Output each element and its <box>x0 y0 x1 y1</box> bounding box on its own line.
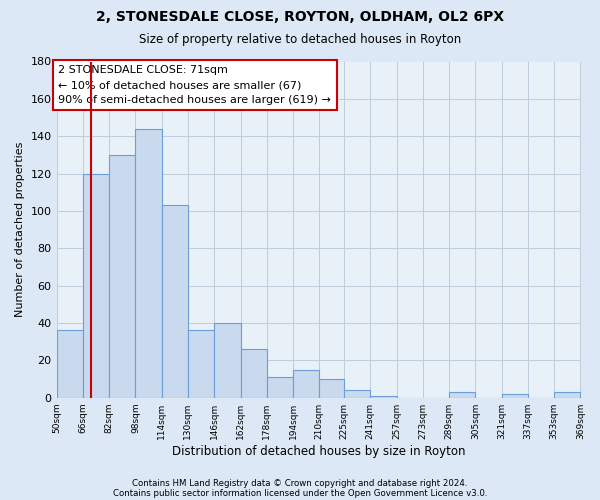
Text: Contains HM Land Registry data © Crown copyright and database right 2024.: Contains HM Land Registry data © Crown c… <box>132 478 468 488</box>
Text: Size of property relative to detached houses in Royton: Size of property relative to detached ho… <box>139 32 461 46</box>
Bar <box>502 394 528 398</box>
Bar <box>449 392 475 398</box>
Bar <box>83 174 109 398</box>
Bar <box>267 377 293 398</box>
Text: 2, STONESDALE CLOSE, ROYTON, OLDHAM, OL2 6PX: 2, STONESDALE CLOSE, ROYTON, OLDHAM, OL2… <box>96 10 504 24</box>
Bar <box>319 379 344 398</box>
Bar <box>370 396 397 398</box>
Bar <box>344 390 370 398</box>
Bar <box>109 155 136 398</box>
X-axis label: Distribution of detached houses by size in Royton: Distribution of detached houses by size … <box>172 444 465 458</box>
Bar <box>56 330 83 398</box>
Bar <box>188 330 214 398</box>
Bar <box>293 370 319 398</box>
Bar <box>214 323 241 398</box>
Bar <box>136 128 161 398</box>
Text: 2 STONESDALE CLOSE: 71sqm
← 10% of detached houses are smaller (67)
90% of semi-: 2 STONESDALE CLOSE: 71sqm ← 10% of detac… <box>58 65 331 105</box>
Bar <box>554 392 580 398</box>
Text: Contains public sector information licensed under the Open Government Licence v3: Contains public sector information licen… <box>113 488 487 498</box>
Bar <box>241 349 267 398</box>
Bar <box>161 206 188 398</box>
Y-axis label: Number of detached properties: Number of detached properties <box>15 142 25 318</box>
